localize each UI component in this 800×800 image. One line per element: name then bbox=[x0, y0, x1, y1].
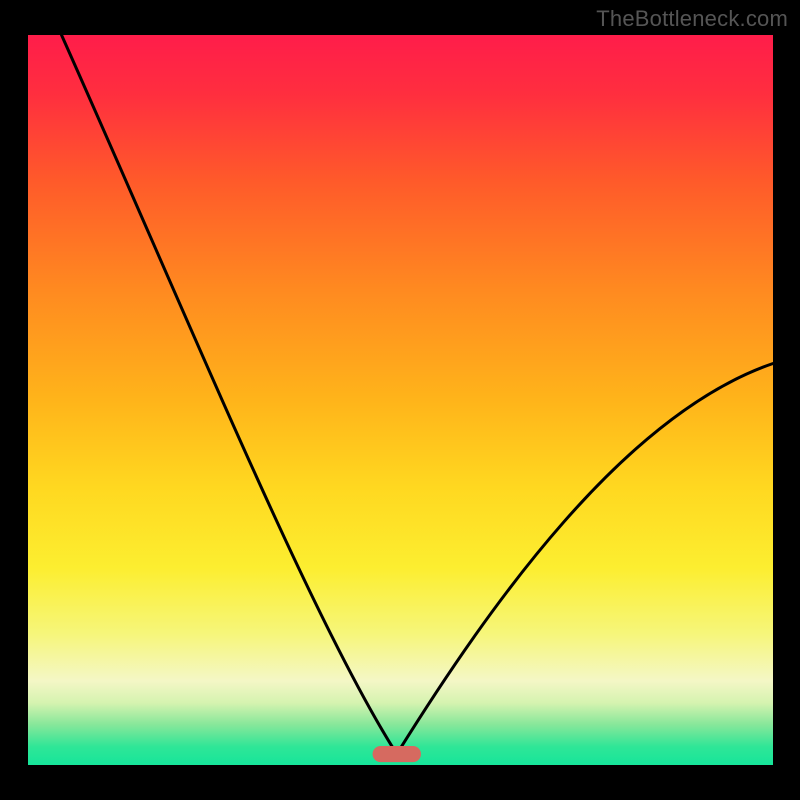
gradient-background bbox=[28, 35, 773, 765]
chart-container: TheBottleneck.com bbox=[0, 0, 800, 800]
watermark-text: TheBottleneck.com bbox=[596, 6, 788, 32]
optimal-point-marker bbox=[373, 746, 421, 762]
bottleneck-chart bbox=[0, 0, 800, 800]
